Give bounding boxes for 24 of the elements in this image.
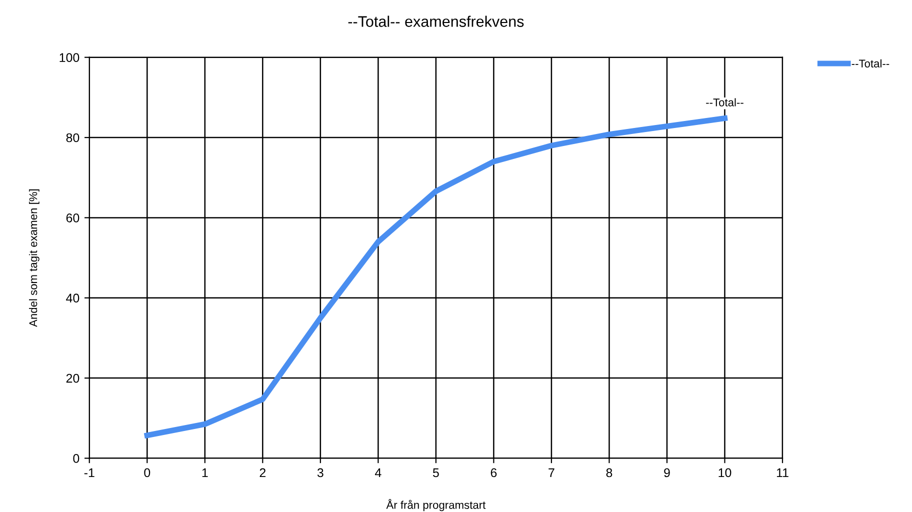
y-axis-title: Andel som tagit examen [%] [29,189,40,327]
y-tick-label: 100 [60,53,80,62]
x-tick-label: 0 [144,468,150,478]
x-axis-title: År från programstart [386,499,486,512]
x-tick-label: 6 [490,468,497,478]
y-tick-label: 20 [66,374,80,383]
x-tick-label: 8 [606,468,612,478]
y-tick-label: 40 [66,294,80,303]
chart-title: --Total-- examensfrekvens [348,16,524,27]
x-tick-label: 11 [776,468,788,478]
x-tick-label: 5 [432,468,439,478]
x-tick-label: 2 [260,468,266,478]
x-tick-label: 7 [548,468,554,478]
x-tick-label: -1 [84,468,94,478]
x-tick-label: 10 [718,468,732,478]
y-tick-label: 0 [73,454,80,463]
x-tick-label: 9 [664,468,670,478]
y-tick-label: 80 [66,133,80,142]
y-tick-label: 60 [66,214,80,222]
x-tick-label: 1 [202,468,208,478]
x-tick-label: 3 [317,468,324,478]
x-tick-label: 4 [374,468,382,478]
legend-label: --Total-- [852,59,890,68]
annotation: --Total-- [706,98,744,106]
